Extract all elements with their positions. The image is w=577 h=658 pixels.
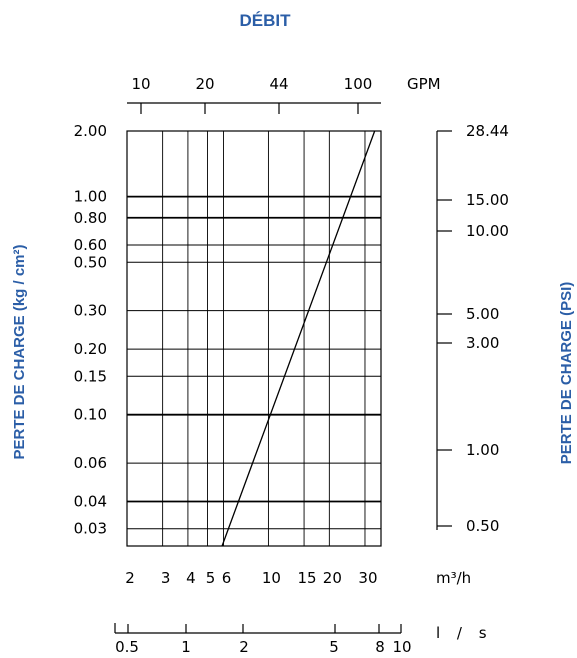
- series-line: [221, 130, 376, 547]
- y-tick-label: 0.20: [74, 340, 107, 358]
- ls-axis-label: l / s: [436, 624, 493, 642]
- right-axis-title: PERTE DE CHARGE (PSI): [558, 282, 575, 465]
- gpm-tick-label: 20: [195, 75, 214, 93]
- y-tick-label: 0.60: [74, 236, 107, 254]
- psi-tick-label: 1.00: [466, 441, 499, 459]
- psi-tick-label: 0.50: [466, 517, 499, 535]
- y-tick-label: 0.10: [74, 406, 107, 424]
- grid: [126, 130, 381, 546]
- x-tick-label: 4: [186, 569, 196, 587]
- top-axis-gpm: 10 20 44 100: [127, 75, 381, 114]
- psi-tick-label: 10.00: [466, 222, 509, 240]
- y-tick-label: 0.15: [74, 367, 107, 385]
- ls-tick-label: 5: [329, 638, 339, 656]
- y-tick-labels: 2.00 1.00 0.80 0.600.50 0.30 0.20 0.15 0.10 0.06…: [74, 122, 107, 538]
- ls-tick-label: 1: [181, 638, 191, 656]
- ls-tick-label: 8: [375, 638, 385, 656]
- psi-tick-label: 3.00: [466, 334, 499, 352]
- x-tick-label: 15: [298, 569, 317, 587]
- ls-tick-label: 10: [392, 638, 411, 656]
- psi-tick-label: 28.44: [466, 122, 509, 140]
- x-tick-label: 10: [262, 569, 281, 587]
- y-tick-label: 0.30: [74, 302, 107, 320]
- x-tick-label: 6: [222, 569, 232, 587]
- left-axis-title: PERTE DE CHARGE (kg / cm²): [11, 244, 28, 459]
- y-tick-label: 2.00: [74, 122, 107, 140]
- chart-title: DÉBIT: [240, 11, 292, 30]
- y-tick-label: 0.06: [74, 454, 107, 472]
- y-tick-label: 0.03: [74, 520, 107, 538]
- x-tick-label: 5: [206, 569, 216, 587]
- x-tick-label: 30: [358, 569, 377, 587]
- right-axis-psi: 28.44 15.00 10.00 5.00 3.00 1.00 0.50: [436, 122, 509, 535]
- plot-frame: [126, 130, 382, 547]
- ls-tick-label: 0.5: [115, 638, 139, 656]
- gpm-tick-label: 100: [344, 75, 373, 93]
- x-tick-labels: 2 3 4 5 6 10 15 20 30: [125, 569, 377, 587]
- ls-tick-label: 2: [239, 638, 249, 656]
- x-units-label: m³/h: [436, 569, 471, 587]
- x-tick-label: 3: [161, 569, 171, 587]
- psi-tick-label: 5.00: [466, 305, 499, 323]
- top-axis-label: GPM: [407, 75, 441, 93]
- y-tick-label: 0.04: [74, 492, 107, 510]
- gpm-tick-label: 10: [131, 75, 150, 93]
- x-tick-label: 2: [125, 569, 135, 587]
- y-tick-label: 1.00: [74, 188, 107, 206]
- y-tick-label: 0.80: [74, 209, 107, 227]
- psi-tick-label: 15.00: [466, 191, 509, 209]
- x-tick-label: 20: [323, 569, 342, 587]
- gpm-tick-label: 44: [269, 75, 288, 93]
- bottom-axis-ls: 0.5 1 2 5 8 10: [114, 623, 412, 656]
- series-layer: [221, 130, 376, 547]
- y-tick-label: 0.50: [74, 253, 107, 271]
